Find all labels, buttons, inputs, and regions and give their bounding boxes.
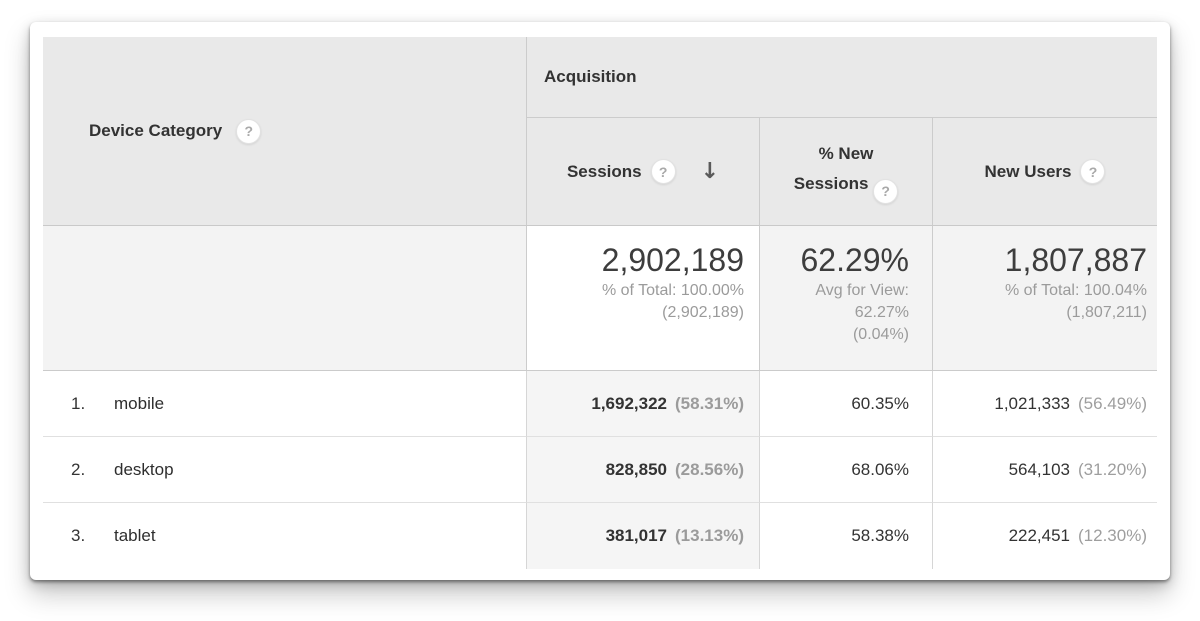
sessions-value: 1,692,322	[591, 393, 668, 413]
new-users-header-label: New Users	[984, 161, 1072, 181]
pct-new-sessions-summary-cell: 62.29% Avg for View: 62.27% (0.04%)	[759, 226, 932, 371]
new-users-share: (56.49%)	[1078, 393, 1147, 413]
table-row-mobile-pct-new-sessions-cell: 60.35%	[759, 371, 932, 437]
sessions-summary-cell: 2,902,189 % of Total: 100.00% (2,902,189…	[526, 226, 759, 371]
device-value: mobile	[114, 393, 165, 413]
sessions-share: (58.31%)	[675, 393, 744, 413]
device-category-table: Device Category ? Acquisition Sessions ?…	[43, 37, 1157, 569]
row-rank: 1.	[71, 393, 86, 413]
device-category-header: Device Category ?	[43, 37, 526, 226]
sessions-share: (13.13%)	[675, 526, 744, 545]
new-users-summary-cell: 1,807,887 % of Total: 100.04% (1,807,211…	[932, 226, 1157, 371]
sessions-total-context: % of Total: 100.00%	[601, 282, 744, 299]
table-row-desktop-device-cell: 2. desktop	[43, 437, 526, 503]
new-users-total-context2: (1,807,211)	[1066, 304, 1147, 322]
new-users-value: 1,021,333	[994, 393, 1071, 413]
table-row-mobile-new-users-cell: 1,021,333 (56.49%)	[932, 371, 1157, 437]
pct-new-sessions-header-label: % New Sessions	[793, 144, 874, 193]
table-row-mobile-device-cell: 1. mobile	[43, 371, 526, 437]
acquisition-group-label: Acquisition	[544, 67, 637, 86]
sort-descending-icon: ↓	[700, 158, 720, 184]
new-users-value: 222,451	[1008, 526, 1071, 545]
pct-new-sessions-context: Avg for View:	[815, 282, 909, 299]
table-row-tablet-sessions-cell: 381,017 (13.13%)	[526, 503, 759, 569]
new-users-share: (31.20%)	[1078, 459, 1147, 479]
device-value: tablet	[114, 526, 156, 545]
new-users-share: (12.30%)	[1078, 526, 1147, 545]
sessions-total: 2,902,189	[601, 242, 744, 278]
table-row-desktop-pct-new-sessions-cell: 68.06%	[759, 437, 932, 503]
help-icon[interactable]: ?	[873, 178, 899, 204]
pct-new-sessions-avg: 62.29%	[800, 242, 909, 278]
new-users-column-header[interactable]: New Users ?	[932, 118, 1157, 226]
table-row-tablet-pct-new-sessions-cell: 58.38%	[759, 503, 932, 569]
summary-device-cell	[43, 226, 526, 371]
table-row-desktop-new-users-cell: 564,103 (31.20%)	[932, 437, 1157, 503]
pct-new-sessions-value: 58.38%	[851, 526, 909, 545]
pct-new-sessions-value: 68.06%	[851, 459, 909, 479]
table-row-tablet-new-users-cell: 222,451 (12.30%)	[932, 503, 1157, 569]
sessions-total-context2: (2,902,189)	[662, 304, 744, 322]
help-icon[interactable]: ?	[236, 118, 262, 144]
new-users-total-context: % of Total: 100.04%	[1004, 282, 1147, 299]
acquisition-group-header: Acquisition	[526, 37, 1157, 118]
pct-new-sessions-value: 60.35%	[851, 393, 909, 413]
sessions-value: 828,850	[605, 459, 668, 479]
pct-new-sessions-column-header[interactable]: % New Sessions ?	[759, 118, 932, 226]
pct-new-sessions-context3: (0.04%)	[852, 326, 909, 344]
help-icon[interactable]: ?	[1080, 159, 1106, 184]
table-row-tablet-device-cell: 3. tablet	[43, 503, 526, 569]
table-row-mobile-sessions-cell: 1,692,322 (58.31%)	[526, 371, 759, 437]
table-row-desktop-sessions-cell: 828,850 (28.56%)	[526, 437, 759, 503]
row-rank: 2.	[71, 459, 86, 479]
sessions-value: 381,017	[605, 526, 668, 545]
row-rank: 3.	[71, 526, 86, 545]
device-value: desktop	[114, 459, 174, 479]
analytics-report-card: Device Category ? Acquisition Sessions ?…	[30, 22, 1170, 580]
device-category-header-label: Device Category	[89, 121, 223, 140]
new-users-total: 1,807,887	[1004, 242, 1147, 278]
help-icon[interactable]: ?	[650, 159, 676, 184]
pct-new-sessions-context2: 62.27%	[854, 304, 909, 322]
new-users-value: 564,103	[1008, 459, 1071, 479]
sessions-share: (28.56%)	[675, 459, 744, 479]
sessions-column-header[interactable]: Sessions ? ↓	[526, 118, 759, 226]
sessions-header-label: Sessions	[566, 161, 642, 181]
